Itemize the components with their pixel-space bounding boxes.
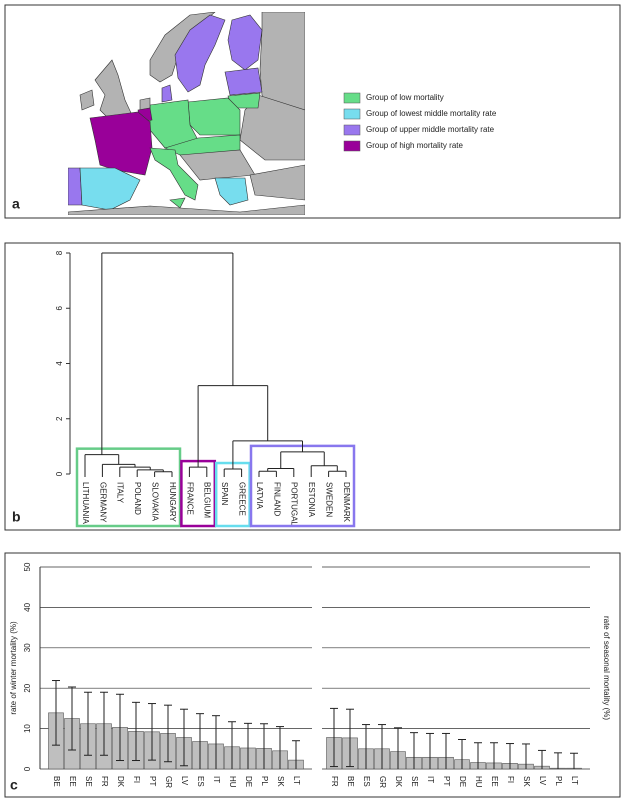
region [169, 197, 186, 209]
x-tick-label: IT [212, 776, 221, 783]
region [68, 204, 305, 215]
y-tick-label: 0 [23, 766, 32, 771]
x-tick-label: ES [196, 776, 205, 787]
legend-label: Group of upper middle mortality rate [366, 125, 495, 134]
legend-label: Group of high mortality rate [366, 141, 463, 150]
leaf-label: LITHUANIA [81, 482, 90, 524]
region [239, 94, 305, 161]
leaf-label: ITALY [116, 482, 125, 504]
x-tick-label: FI [132, 776, 141, 783]
panel-frame [4, 4, 621, 219]
region [179, 149, 256, 181]
legend-swatch [343, 124, 361, 136]
panel-frame [4, 552, 621, 798]
x-tick-label: LT [292, 776, 301, 785]
region [161, 84, 173, 103]
y-axis-label: rate of winter mortality (%) [9, 621, 18, 715]
x-tick-label: SE [410, 776, 419, 787]
panel-label: b [12, 509, 21, 525]
x-tick-label: PL [260, 776, 269, 786]
y-tick-label: 50 [23, 562, 32, 571]
x-tick-label: EE [68, 776, 77, 787]
x-tick-label: SE [84, 776, 93, 787]
legend-swatch [343, 108, 361, 120]
y-tick-label: 2 [55, 416, 64, 421]
legend-label: Group of lowest middle mortality rate [366, 109, 497, 118]
x-tick-label: HU [474, 776, 483, 788]
y-tick-label: 20 [23, 683, 32, 692]
x-tick-label: PT [148, 776, 157, 786]
leaf-label: DENMARK [342, 482, 351, 523]
panel-frame [4, 242, 621, 531]
y-tick-label: 4 [55, 361, 64, 366]
region [227, 14, 263, 71]
x-tick-label: DE [458, 776, 467, 787]
x-tick-label: GR [378, 776, 387, 788]
leaf-label: BELGIUM [203, 482, 212, 518]
y-tick-label: 6 [55, 305, 64, 310]
x-tick-label: DK [116, 776, 125, 788]
legend-label: Group of low mortality [366, 93, 444, 102]
x-tick-label: IT [426, 776, 435, 783]
leaf-label: GREECE [237, 482, 246, 516]
leaf-label: LATVIA [255, 482, 264, 510]
legend-swatch [343, 140, 361, 152]
legend-swatch [343, 92, 361, 104]
region [214, 177, 249, 206]
x-tick-label: SK [276, 776, 285, 787]
y-axis-label: rate of seasonal mortality (%) [602, 616, 611, 720]
leaf-label: HUNGARY [168, 482, 177, 523]
y-tick-label: 40 [23, 602, 32, 611]
x-tick-label: LV [180, 776, 189, 786]
x-tick-label: PT [442, 776, 451, 786]
region [149, 147, 199, 201]
region [79, 167, 141, 211]
leaf-label: FRANCE [185, 482, 194, 515]
x-tick-label: BE [346, 776, 355, 787]
region [187, 97, 241, 136]
x-tick-label: DK [394, 776, 403, 788]
leaf-label: FINLAND [272, 482, 281, 516]
x-tick-label: FR [100, 776, 109, 787]
leaf-label: GERMANY [98, 482, 107, 523]
x-tick-label: DE [244, 776, 253, 787]
region [249, 164, 305, 201]
x-tick-label: EE [490, 776, 499, 787]
region [79, 89, 95, 111]
x-tick-label: LT [570, 776, 579, 785]
leaf-label: SWEDEN [324, 482, 333, 517]
x-tick-label: FR [330, 776, 339, 787]
region [224, 67, 263, 96]
y-tick-label: 10 [23, 724, 32, 733]
leaf-label: POLAND [133, 482, 142, 515]
x-tick-label: FI [506, 776, 515, 783]
panel-label: a [12, 196, 20, 212]
y-tick-label: 0 [55, 471, 64, 476]
leaf-label: SLOVAKIA [150, 482, 159, 522]
cluster-box [75, 447, 182, 528]
leaf-label: PORTUGAL [290, 482, 299, 526]
region [68, 167, 83, 206]
x-tick-label: ES [362, 776, 371, 787]
panel-label: c [10, 777, 18, 793]
x-tick-label: PL [554, 776, 563, 786]
region [89, 111, 153, 176]
cluster-box [249, 444, 356, 528]
leaf-label: SPAIN [220, 482, 229, 506]
x-tick-label: SK [522, 776, 531, 787]
x-tick-label: LV [538, 776, 547, 786]
leaf-label: ESTONIA [307, 482, 316, 518]
x-tick-label: BE [52, 776, 61, 787]
y-tick-label: 8 [55, 250, 64, 255]
region [174, 14, 226, 93]
x-tick-label: HU [228, 776, 237, 788]
map [68, 12, 305, 215]
y-tick-label: 30 [23, 643, 32, 652]
x-tick-label: GR [164, 776, 173, 788]
